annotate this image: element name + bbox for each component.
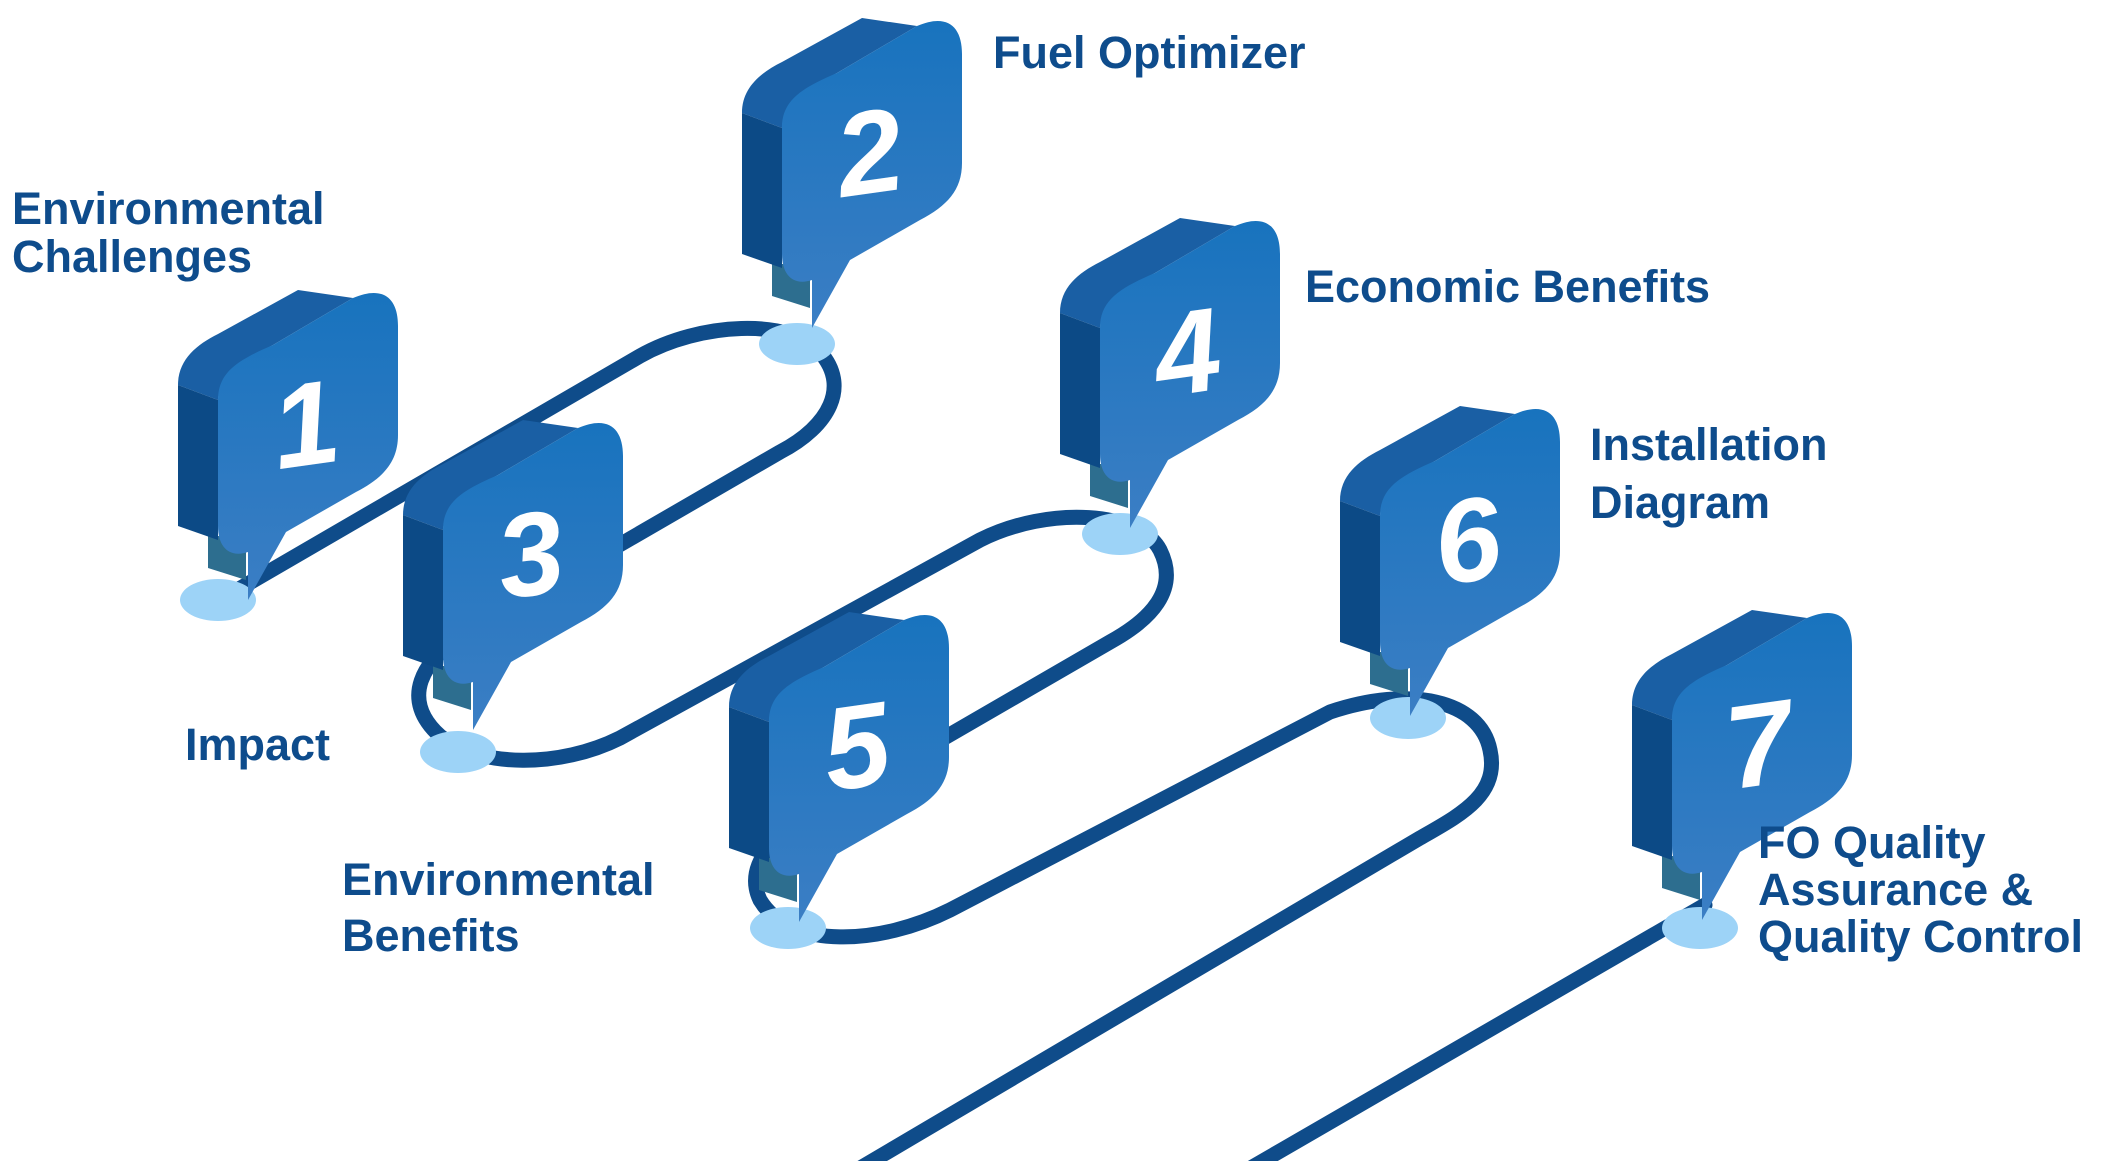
winding-path-line (212, 320, 1499, 1161)
step-7-label-line: FO Quality (1758, 817, 1986, 868)
marker-front-face (782, 20, 962, 329)
step-4-label: Economic Benefits (1305, 261, 1710, 312)
step-6-label-line: Diagram (1590, 477, 1770, 528)
marker-side-face (729, 707, 769, 862)
step-6-label-line: Installation (1590, 419, 1828, 470)
step-5-label-line: Benefits (342, 910, 520, 961)
marker-side-face (1340, 501, 1380, 656)
marker-front-face (769, 614, 949, 922)
marker-side-face (1060, 313, 1100, 468)
path-dot-6 (1370, 697, 1446, 739)
path-dots (180, 323, 1738, 949)
step-3-label: Impact (185, 719, 330, 770)
marker-front-face (443, 422, 623, 730)
step-4-marker: 4 (1060, 218, 1280, 528)
marker-side-face (403, 515, 443, 670)
step-2-label-line: Fuel Optimizer (993, 27, 1306, 78)
step-1-marker: 1 (178, 290, 398, 600)
marker-top-face (729, 612, 904, 722)
step-5-label-line: Environmental (342, 854, 655, 905)
step-4-label-line: Economic Benefits (1305, 261, 1710, 312)
path-dot-4 (1082, 513, 1158, 555)
step-7-marker: 7 (1632, 610, 1852, 920)
marker-side-face (742, 113, 782, 268)
marker-top-face (742, 18, 917, 128)
marker-top-face (1060, 218, 1235, 328)
step-2-label: Fuel Optimizer (993, 27, 1306, 78)
marker-front-face (1100, 220, 1280, 528)
marker-side-face (178, 385, 218, 540)
marker-front-face (1380, 408, 1560, 716)
step-6-label: Installation Diagram (1590, 419, 1828, 528)
final-path-line (1247, 897, 1713, 1161)
path-dot-2 (759, 323, 835, 365)
marker-top-face (1340, 406, 1515, 516)
step-5-marker: 5 (729, 612, 949, 922)
path-dot-1 (180, 579, 256, 621)
marker-top-face (403, 420, 578, 530)
marker-top-face (178, 290, 353, 400)
step-2-marker: 2 (742, 18, 962, 329)
path-dot-7 (1662, 907, 1738, 949)
step-markers: 1 23 45 67 (178, 18, 1852, 922)
marker-front-face (218, 292, 398, 600)
marker-side-face (1632, 705, 1672, 860)
step-7-label-line: Assurance & (1758, 864, 2033, 915)
marker-front-face (1672, 612, 1852, 920)
path-dot-3 (420, 731, 496, 773)
step-1-label-line: Challenges (12, 231, 252, 282)
path-dot-5 (750, 907, 826, 949)
step-6-marker: 6 (1340, 406, 1560, 716)
step-3-marker: 3 (403, 420, 623, 730)
step-1-label-line: Environmental (12, 183, 325, 234)
step-7-label-line: Quality Control (1758, 911, 2083, 962)
marker-top-face (1632, 610, 1807, 720)
step-3-label-line: Impact (185, 719, 330, 770)
